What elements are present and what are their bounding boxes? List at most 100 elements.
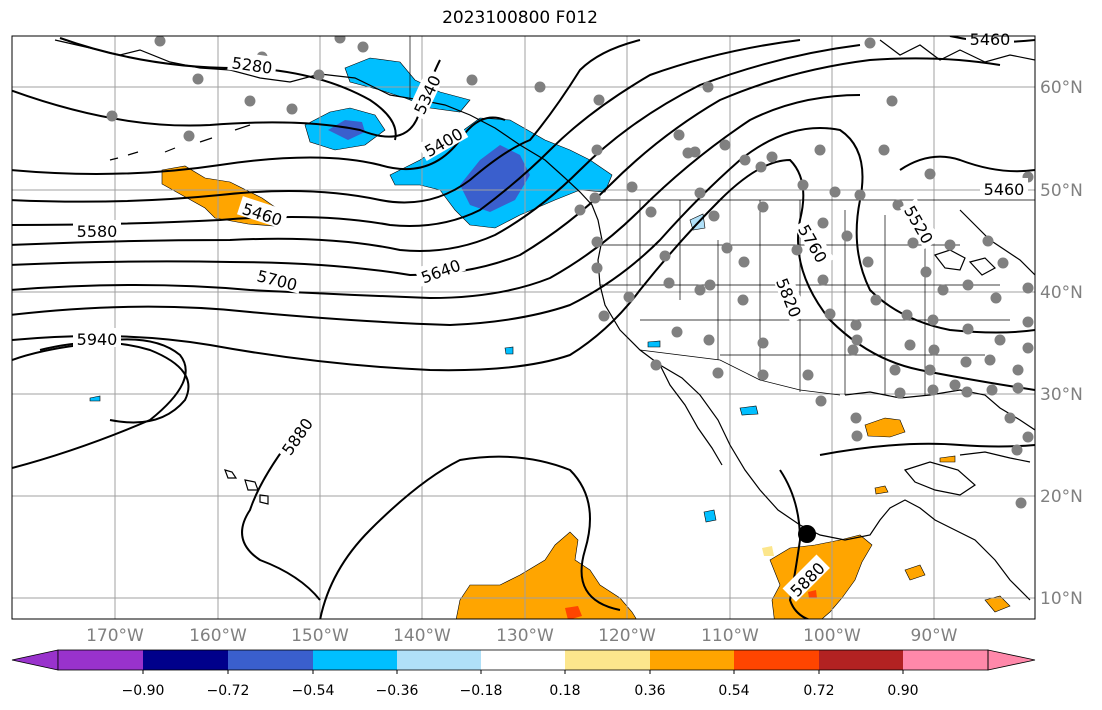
colorbar-tick-label: 0.90 bbox=[887, 683, 918, 699]
colorbar-segment bbox=[734, 650, 819, 670]
station-point bbox=[1022, 342, 1034, 354]
station-point bbox=[986, 384, 998, 396]
station-point bbox=[739, 154, 751, 166]
station-point bbox=[671, 326, 683, 338]
station-point bbox=[244, 95, 256, 107]
station-point bbox=[927, 384, 939, 396]
shade-orange-small-1 bbox=[874, 485, 889, 495]
station-point bbox=[694, 187, 706, 199]
contour-5940 bbox=[39, 341, 190, 424]
contour-5460a bbox=[12, 39, 641, 204]
station-point bbox=[841, 230, 853, 242]
colorbar-tick-label: −0.72 bbox=[207, 683, 250, 699]
colorbar-tick-label: −0.54 bbox=[292, 683, 335, 699]
colorbar-tick-label: 0.36 bbox=[634, 683, 665, 699]
station-point bbox=[183, 130, 195, 142]
contour-label-bg bbox=[414, 252, 466, 287]
contour-5760 bbox=[12, 127, 1035, 334]
shade-yellow-mexico bbox=[762, 546, 774, 556]
station-point bbox=[1022, 316, 1034, 328]
station-point bbox=[924, 168, 936, 180]
contour-5580 bbox=[12, 44, 861, 252]
station-point bbox=[757, 369, 769, 381]
station-point bbox=[1022, 282, 1034, 294]
station-point bbox=[598, 310, 610, 322]
station-point bbox=[589, 192, 601, 204]
station-point bbox=[907, 237, 919, 249]
station-point bbox=[994, 334, 1006, 346]
colorbar-segment bbox=[143, 650, 228, 670]
station-point bbox=[154, 36, 166, 47]
colorbar-tick-label: 0.18 bbox=[549, 683, 580, 699]
contour-5460b bbox=[899, 155, 1035, 173]
lon-label: 90°W bbox=[911, 626, 958, 646]
station-point bbox=[704, 279, 716, 291]
shade-orange-caribbean-2 bbox=[984, 595, 1011, 613]
colorbar-segment bbox=[565, 650, 650, 670]
shade-orange-small-2 bbox=[939, 455, 956, 463]
colorbar-tick-label: 0.54 bbox=[718, 683, 749, 699]
shade-orange-gulf bbox=[864, 417, 906, 438]
station-point bbox=[802, 369, 814, 381]
station-point bbox=[854, 189, 866, 201]
station-point bbox=[106, 110, 118, 122]
lat-label: 10°N bbox=[1040, 589, 1083, 609]
station-point bbox=[591, 262, 603, 274]
station-point bbox=[829, 186, 841, 198]
contour-label-bg bbox=[73, 220, 121, 239]
station-point bbox=[712, 367, 724, 379]
station-point bbox=[313, 69, 325, 81]
hurricane-marker bbox=[798, 525, 816, 543]
contour-label-bg bbox=[274, 410, 318, 461]
station-point bbox=[626, 181, 638, 193]
station-point bbox=[738, 256, 750, 268]
station-point bbox=[663, 277, 675, 289]
station-point bbox=[1011, 444, 1023, 456]
station-point bbox=[1015, 497, 1027, 509]
station-markers bbox=[106, 36, 1034, 509]
colorbar-tick-label: −0.36 bbox=[376, 683, 419, 699]
station-point bbox=[960, 356, 972, 368]
station-point bbox=[949, 379, 961, 391]
colorbar-segment bbox=[903, 650, 988, 670]
contour-5880c bbox=[241, 439, 321, 601]
station-point bbox=[689, 146, 701, 158]
contour-label-bg bbox=[252, 263, 304, 294]
contour-label: 5940 bbox=[77, 330, 118, 349]
contour-label: 5460 bbox=[970, 30, 1011, 49]
map-title: 2023100800 F012 bbox=[442, 8, 598, 28]
lat-label: 50°N bbox=[1040, 181, 1083, 201]
station-point bbox=[591, 144, 603, 156]
latitude-labels: 60°N 50°N 40°N 30°N 20°N 10°N bbox=[1040, 78, 1083, 609]
contour-5520 bbox=[12, 39, 801, 227]
station-point bbox=[192, 73, 204, 85]
station-point bbox=[357, 41, 369, 53]
station-point bbox=[850, 319, 862, 331]
colorbar-outline bbox=[57, 649, 989, 671]
station-point bbox=[791, 244, 803, 256]
station-point bbox=[928, 344, 940, 356]
lon-label: 170°W bbox=[86, 626, 144, 646]
station-point bbox=[1012, 382, 1024, 394]
contour-label-bg bbox=[417, 120, 469, 162]
lat-label: 40°N bbox=[1040, 283, 1083, 303]
shade-orange-trop-1 bbox=[455, 531, 637, 619]
station-point bbox=[937, 284, 949, 296]
station-point bbox=[650, 359, 662, 371]
station-point bbox=[924, 364, 936, 376]
station-point bbox=[721, 242, 733, 254]
colorbar-tick-label: −0.90 bbox=[122, 683, 165, 699]
station-point bbox=[850, 412, 862, 424]
station-point bbox=[920, 266, 932, 278]
station-point bbox=[817, 274, 829, 286]
station-point bbox=[1022, 431, 1034, 443]
shade-blue-speck-5 bbox=[89, 395, 101, 402]
station-point bbox=[961, 386, 973, 398]
station-point bbox=[766, 151, 778, 163]
colorbar: −0.90 −0.72 −0.54 −0.36 −0.18 0.18 0.36 0.54 0.7… bbox=[11, 649, 1036, 699]
contour-label-bg bbox=[966, 28, 1014, 47]
station-point bbox=[962, 279, 974, 291]
station-point bbox=[997, 257, 1009, 269]
contour-label-bg bbox=[899, 198, 941, 250]
station-point bbox=[797, 179, 809, 191]
